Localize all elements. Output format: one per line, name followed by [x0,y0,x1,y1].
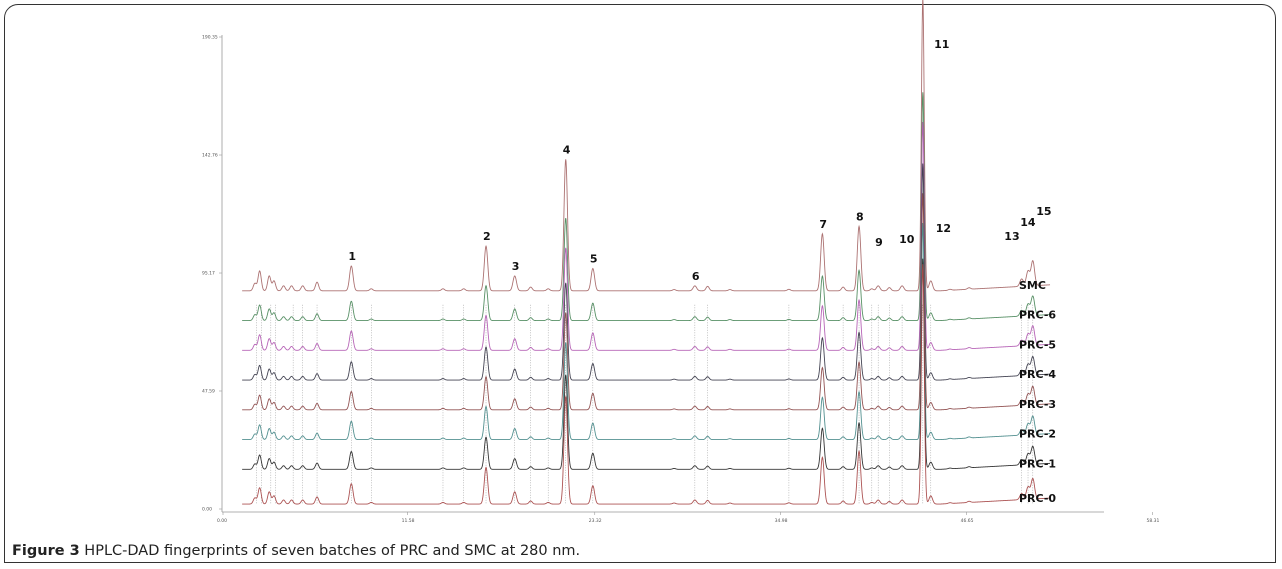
peak-label-12: 12 [936,222,951,235]
trace-label-prc-1: PRC-1 [1019,457,1056,470]
y-tick-label: 47.59 [202,388,215,394]
trace-prc-4 [242,163,1051,381]
peak-label-8: 8 [856,210,864,223]
peak-label-7: 7 [819,218,827,231]
peak-label-2: 2 [483,230,491,243]
x-tick-label: 11.58 [402,518,415,524]
y-tick-label: 95.17 [202,271,215,277]
y-tick-label: 142.76 [202,153,218,159]
peak-label-13: 13 [1004,230,1019,243]
x-tick-label: 46.65 [961,518,974,524]
x-tick-label: 34.98 [775,518,788,524]
trace-label-prc-3: PRC-3 [1019,398,1056,411]
trace-label-prc-0: PRC-0 [1019,492,1056,505]
figure-caption-text: HPLC-DAD fingerprints of seven batches o… [79,543,581,559]
trace-label-prc-5: PRC-5 [1019,338,1056,351]
y-tick-label: 0.00 [202,507,212,513]
x-tick-label: 23.32 [589,518,602,524]
trace-prc-6 [242,92,1051,321]
peak-label-14: 14 [1020,216,1036,229]
peak-label-10: 10 [899,233,915,246]
trace-prc-2 [242,223,1051,441]
figure-caption: Figure 3 HPLC-DAD fingerprints of seven … [12,543,580,559]
trace-label-smc: SMC [1019,279,1046,292]
y-tick-label: 190.35 [202,35,218,41]
trace-label-prc-2: PRC-2 [1019,428,1056,441]
peak-label-4: 4 [563,143,571,156]
trace-label-prc-4: PRC-4 [1019,368,1056,381]
peak-label-6: 6 [692,270,700,283]
peak-label-5: 5 [590,252,598,265]
x-tick-label: 0.00 [217,518,227,524]
trace-smc [242,0,1051,292]
figure-frame [4,4,1276,563]
x-tick-label: 58.31 [1147,518,1160,524]
trace-prc-3 [242,193,1051,411]
trace-prc-5 [242,122,1051,351]
trace-label-prc-6: PRC-6 [1019,309,1056,322]
trace-prc-0 [242,264,1051,505]
figure-number: Figure 3 [12,543,80,559]
peak-label-11: 11 [934,38,949,51]
peak-label-3: 3 [512,260,520,273]
peak-label-15: 15 [1036,205,1051,218]
peak-label-9: 9 [875,236,883,249]
peak-label-1: 1 [348,250,356,263]
trace-prc-1 [242,258,1051,470]
